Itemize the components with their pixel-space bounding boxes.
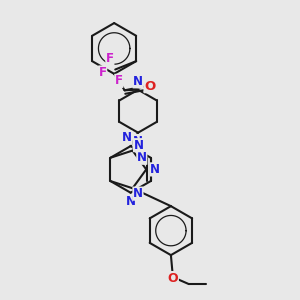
Text: N: N xyxy=(133,75,143,88)
Text: N: N xyxy=(122,131,132,144)
Text: F: F xyxy=(106,52,114,65)
Text: O: O xyxy=(168,272,178,285)
Text: N: N xyxy=(133,187,143,200)
Text: N: N xyxy=(150,163,160,176)
Text: N: N xyxy=(134,139,143,152)
Text: N: N xyxy=(133,134,143,148)
Text: F: F xyxy=(115,74,123,87)
Text: O: O xyxy=(144,80,155,93)
Text: F: F xyxy=(99,66,107,79)
Text: N: N xyxy=(137,151,147,164)
Text: N: N xyxy=(126,195,136,208)
